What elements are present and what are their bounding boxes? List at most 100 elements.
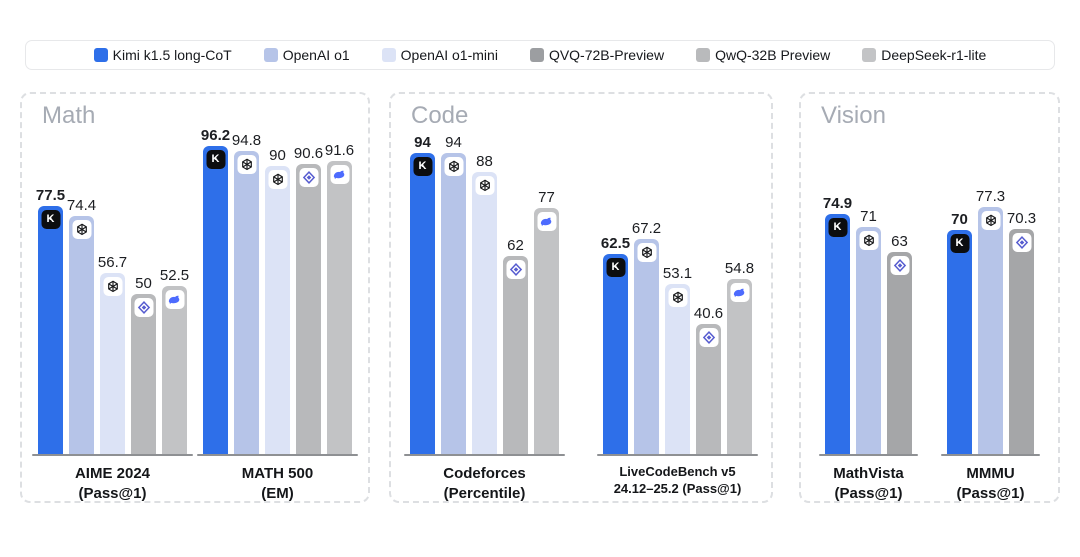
bar-openai_o1 bbox=[234, 151, 259, 454]
bar-value-label: 94.8 bbox=[231, 132, 262, 149]
bar-value-label: 88 bbox=[476, 153, 493, 170]
bars: 77.5 K 74.4 56.7 50 52.5 bbox=[32, 188, 193, 454]
axis-baseline bbox=[197, 454, 358, 456]
bar-column-openai_o1: 67.2 bbox=[631, 220, 662, 454]
bar-column-openai_o1: 74.4 bbox=[67, 198, 96, 454]
bar-qvq_72b bbox=[887, 252, 912, 454]
legend-item-label: QwQ-32B Preview bbox=[715, 47, 831, 63]
model-logo-badge bbox=[475, 176, 494, 195]
bar-value-label: 62.5 bbox=[600, 235, 631, 252]
deepseek-whale-icon bbox=[333, 170, 345, 179]
bar-deepseek_r1_lite bbox=[534, 208, 559, 454]
benchmark-name-line: (Pass@1) bbox=[956, 484, 1025, 502]
benchmark-name-line: MathVista bbox=[833, 465, 904, 482]
benchmark-name-line: (Percentile) bbox=[443, 484, 526, 502]
model-logo-badge bbox=[268, 170, 287, 189]
qwen-icon bbox=[702, 331, 715, 344]
kimi-icon: K bbox=[956, 238, 964, 249]
model-logo-badge: K bbox=[828, 218, 847, 237]
bar-column-openai_o1_mini: 88 bbox=[472, 154, 497, 454]
bar-column-qvq_72b: 63 bbox=[887, 234, 912, 454]
benchmark-name-line: (Pass@1) bbox=[78, 484, 147, 502]
model-logo-badge: K bbox=[950, 234, 969, 253]
model-logo-badge: K bbox=[606, 258, 625, 277]
bar-column-openai_o1: 94 bbox=[441, 135, 466, 454]
openai-icon bbox=[985, 214, 996, 227]
bar-openai_o1 bbox=[441, 153, 466, 454]
bar-column-openai_o1_mini: 90 bbox=[265, 148, 290, 454]
panel-title: Vision bbox=[821, 102, 886, 129]
legend-item-label: Kimi k1.5 long-CoT bbox=[112, 47, 232, 63]
kimi-icon: K bbox=[212, 154, 220, 165]
bar-column-qwq_32b: 50 bbox=[131, 276, 156, 454]
bar-value-label: 70.3 bbox=[1006, 210, 1037, 227]
model-logo-badge bbox=[981, 211, 1000, 230]
bar-value-label: 74.9 bbox=[822, 195, 853, 212]
bar-value-label: 62 bbox=[507, 237, 524, 254]
bar-group: 70 K 77.3 70.3 MMMU (Pass@1) bbox=[941, 94, 1040, 502]
bar-value-label: 63 bbox=[891, 233, 908, 250]
bar-kimi: K bbox=[38, 206, 63, 454]
bar-qwq_32b bbox=[503, 256, 528, 454]
openai-icon bbox=[479, 179, 490, 192]
legend-item-openai_o1: OpenAI o1 bbox=[263, 47, 350, 63]
bar-column-kimi: 96.2 K bbox=[201, 128, 230, 454]
bar-column-deepseek_r1_lite: 54.8 bbox=[725, 261, 754, 454]
model-logo-badge bbox=[444, 157, 463, 176]
legend-item-label: QVQ-72B-Preview bbox=[548, 47, 665, 63]
bar-qvq_72b bbox=[1009, 229, 1034, 454]
bar-column-openai_o1: 94.8 bbox=[231, 132, 262, 454]
benchmark-name-label: LiveCodeBench v5 24.12–25.2 (Pass@1) bbox=[568, 464, 788, 498]
bar-group: 94 K 94 88 62 77 Codeforces (Percentile) bbox=[404, 94, 565, 502]
axis-baseline bbox=[32, 454, 193, 456]
deepseek-whale-icon bbox=[733, 288, 745, 297]
bar-openai_o1 bbox=[634, 239, 659, 454]
model-logo-badge bbox=[237, 155, 256, 174]
model-logo-badge bbox=[859, 231, 878, 250]
chart-row: 77.5 K 74.4 56.7 50 52.5 AIME 2024 (Pass@1)… bbox=[32, 94, 358, 502]
legend-item-label: OpenAI o1-mini bbox=[400, 47, 498, 63]
bar-value-label: 91.6 bbox=[324, 142, 355, 159]
bar-value-label: 94 bbox=[445, 134, 462, 151]
bar-value-label: 90.6 bbox=[293, 145, 324, 162]
legend-color-swatch bbox=[381, 48, 396, 62]
kimi-icon: K bbox=[419, 161, 427, 172]
bar-value-label: 67.2 bbox=[631, 220, 662, 237]
panel-title: Code bbox=[411, 102, 469, 129]
benchmark-name-line: MMMU bbox=[966, 465, 1015, 482]
bar-kimi: K bbox=[203, 146, 228, 454]
bar-value-label: 70 bbox=[951, 211, 968, 228]
openai-icon bbox=[672, 291, 683, 304]
legend-color-swatch bbox=[263, 48, 278, 62]
bar-deepseek_r1_lite bbox=[727, 279, 752, 454]
openai-icon bbox=[641, 246, 652, 259]
bar-openai_o1_mini bbox=[665, 284, 690, 454]
legend-color-swatch bbox=[862, 48, 877, 62]
bar-column-kimi: 70 K bbox=[947, 212, 972, 454]
model-logo-badge bbox=[668, 288, 687, 307]
benchmark-name-line: MATH 500 bbox=[241, 465, 314, 482]
benchmark-name-line: Codeforces bbox=[443, 465, 526, 482]
model-logo-badge bbox=[165, 290, 184, 309]
bar-column-deepseek_r1_lite: 91.6 bbox=[324, 142, 355, 454]
bars: 62.5 K 67.2 53.1 40.6 54.8 bbox=[597, 221, 758, 454]
chart-row: 74.9 K 71 63 MathVista (Pass@1) 70 K 77.3 70.3… bbox=[819, 94, 1040, 502]
model-logo-badge bbox=[299, 168, 318, 187]
bar-deepseek_r1_lite bbox=[162, 286, 187, 454]
bar-value-label: 90 bbox=[269, 147, 286, 164]
model-logo-badge bbox=[890, 256, 909, 275]
openai-icon bbox=[107, 280, 118, 293]
benchmark-name-line: (Pass@1) bbox=[834, 484, 903, 502]
benchmark-name-line: (EM) bbox=[261, 484, 294, 502]
model-logo-badge bbox=[506, 260, 525, 279]
qwen-icon bbox=[893, 259, 906, 272]
benchmark-name-label: MATH 500 (EM) bbox=[168, 464, 388, 503]
legend-color-swatch bbox=[696, 48, 711, 62]
bar-column-deepseek_r1_lite: 77 bbox=[534, 190, 559, 454]
model-logo-badge bbox=[134, 298, 153, 317]
openai-icon bbox=[241, 158, 252, 171]
chart-row: 94 K 94 88 62 77 Codeforces (Percentile) 62.… bbox=[404, 94, 758, 502]
benchmark-name-line: 24.12–25.2 (Pass@1) bbox=[613, 480, 742, 496]
axis-baseline bbox=[941, 454, 1040, 456]
